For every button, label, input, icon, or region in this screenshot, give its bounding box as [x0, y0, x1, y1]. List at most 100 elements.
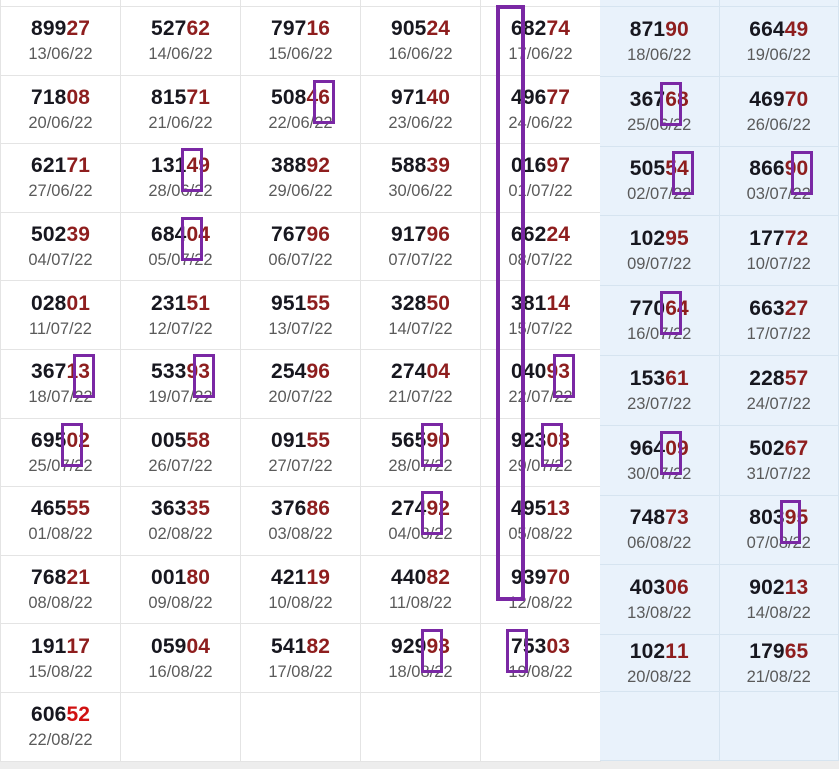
result-cell: 9 6 4 0 9 30/07/22	[600, 425, 720, 496]
digit: 5	[522, 634, 535, 658]
digit: 6	[772, 157, 785, 181]
digit: 3	[426, 154, 439, 178]
highlighted-digit: 4	[181, 148, 203, 193]
draw-date: 02/08/22	[148, 525, 213, 544]
result-cell: 4 0 3 0 6 13/08/22	[600, 565, 720, 636]
digit: 8	[402, 154, 415, 178]
digit: 1	[174, 154, 187, 178]
digit: 4	[271, 566, 283, 590]
result-cell: 1 0 2 9 5 09/07/22	[600, 216, 720, 287]
digit: 0	[402, 17, 415, 41]
draw-date: 17/08/22	[268, 662, 333, 681]
digit: 4	[558, 17, 570, 41]
digit: 9	[511, 566, 523, 590]
digit: 1	[31, 634, 43, 658]
draw-date: 13/06/22	[28, 45, 93, 64]
result-cell: 9 3 9 7 0 12/08/22	[481, 555, 601, 625]
digit: 6	[318, 223, 330, 247]
draw-date: 11/07/22	[28, 319, 92, 338]
digit: 1	[676, 366, 689, 390]
digit: 5	[151, 360, 163, 384]
digit: 5	[676, 227, 689, 251]
digit: 9	[629, 436, 642, 460]
draw-date: 15/06/22	[268, 45, 333, 64]
digit: 0	[438, 291, 450, 315]
result-cell: 9 7 1 4 0 23/06/22	[361, 75, 481, 145]
digit: 6	[42, 497, 55, 521]
digit: 1	[534, 291, 547, 315]
draw-date: 05/08/22	[508, 525, 573, 544]
result-cell: 1 7 9 6 5 21/08/22	[719, 635, 839, 693]
digit: 1	[653, 17, 666, 41]
digit: 5	[54, 497, 67, 521]
digit: 1	[306, 566, 319, 590]
digit: 2	[271, 360, 283, 384]
digit: 5	[162, 634, 175, 658]
result-cell: 1 5 3 6 1 23/07/22	[600, 355, 720, 426]
digit: 2	[318, 154, 330, 178]
digit: 4	[629, 576, 642, 600]
highlighted-digit: 0	[181, 217, 203, 262]
digit: 3	[162, 291, 175, 315]
digit: 6	[749, 17, 761, 41]
digit: 9	[42, 17, 55, 41]
digit: 0	[761, 436, 773, 460]
draw-date: 03/08/22	[268, 525, 333, 544]
result-cell: 8 9 9 2 7 13/06/22	[1, 7, 121, 76]
draw-date: 10/08/22	[268, 594, 333, 613]
digit: 2	[749, 366, 761, 390]
digit: 0	[186, 634, 199, 658]
digit: 7	[294, 223, 307, 247]
digit: 7	[294, 17, 307, 41]
digit: 6	[761, 17, 773, 41]
highlighted-digit: 7	[506, 628, 528, 673]
digit: 5	[54, 428, 67, 452]
digit: 5	[151, 17, 163, 41]
draw-date: 22/06/22	[268, 113, 333, 132]
digit: 9	[306, 360, 319, 384]
draw-date: 15/08/22	[28, 662, 93, 681]
result-cell: 4 2 1 1 9 10/08/22	[241, 555, 361, 625]
draw-date: 30/07/22	[627, 464, 692, 483]
result-cell: 3 2 8 5 0 14/07/22	[361, 281, 481, 350]
digit: 9	[546, 154, 559, 178]
digit: 8	[653, 506, 666, 530]
result-cell: 2 3 1 5 1 12/07/22	[121, 281, 241, 350]
digit: 1	[294, 291, 307, 315]
digit: 0	[31, 291, 43, 315]
digit: 8	[749, 506, 761, 530]
digit: 9	[271, 291, 283, 315]
highlighted-digit: 6	[313, 79, 335, 124]
digit: 2	[772, 436, 785, 460]
digit: 4	[641, 506, 654, 530]
digit: 6	[162, 497, 175, 521]
digit: 6	[438, 223, 450, 247]
digit: 1	[66, 360, 79, 384]
result-cell: 2 5 4 9 6 20/07/22	[241, 349, 361, 419]
result-cell: 4 6 9 7 0 26/06/22	[719, 76, 839, 147]
digit: 1	[174, 566, 187, 590]
digit: 4	[522, 360, 535, 384]
digit: 7	[546, 85, 559, 109]
digit: 7	[761, 639, 773, 663]
digit: 5	[31, 223, 43, 247]
draw-date: 13/07/22	[268, 319, 333, 338]
result-cell: 8 6 6 9 0 03/07/22	[719, 146, 839, 217]
result-cell: 9 0 5 2 4 16/06/22	[361, 7, 481, 76]
digit: 9	[784, 157, 797, 181]
digit: 1	[198, 291, 210, 315]
digit: 2	[78, 703, 90, 727]
digit: 9	[78, 223, 90, 247]
